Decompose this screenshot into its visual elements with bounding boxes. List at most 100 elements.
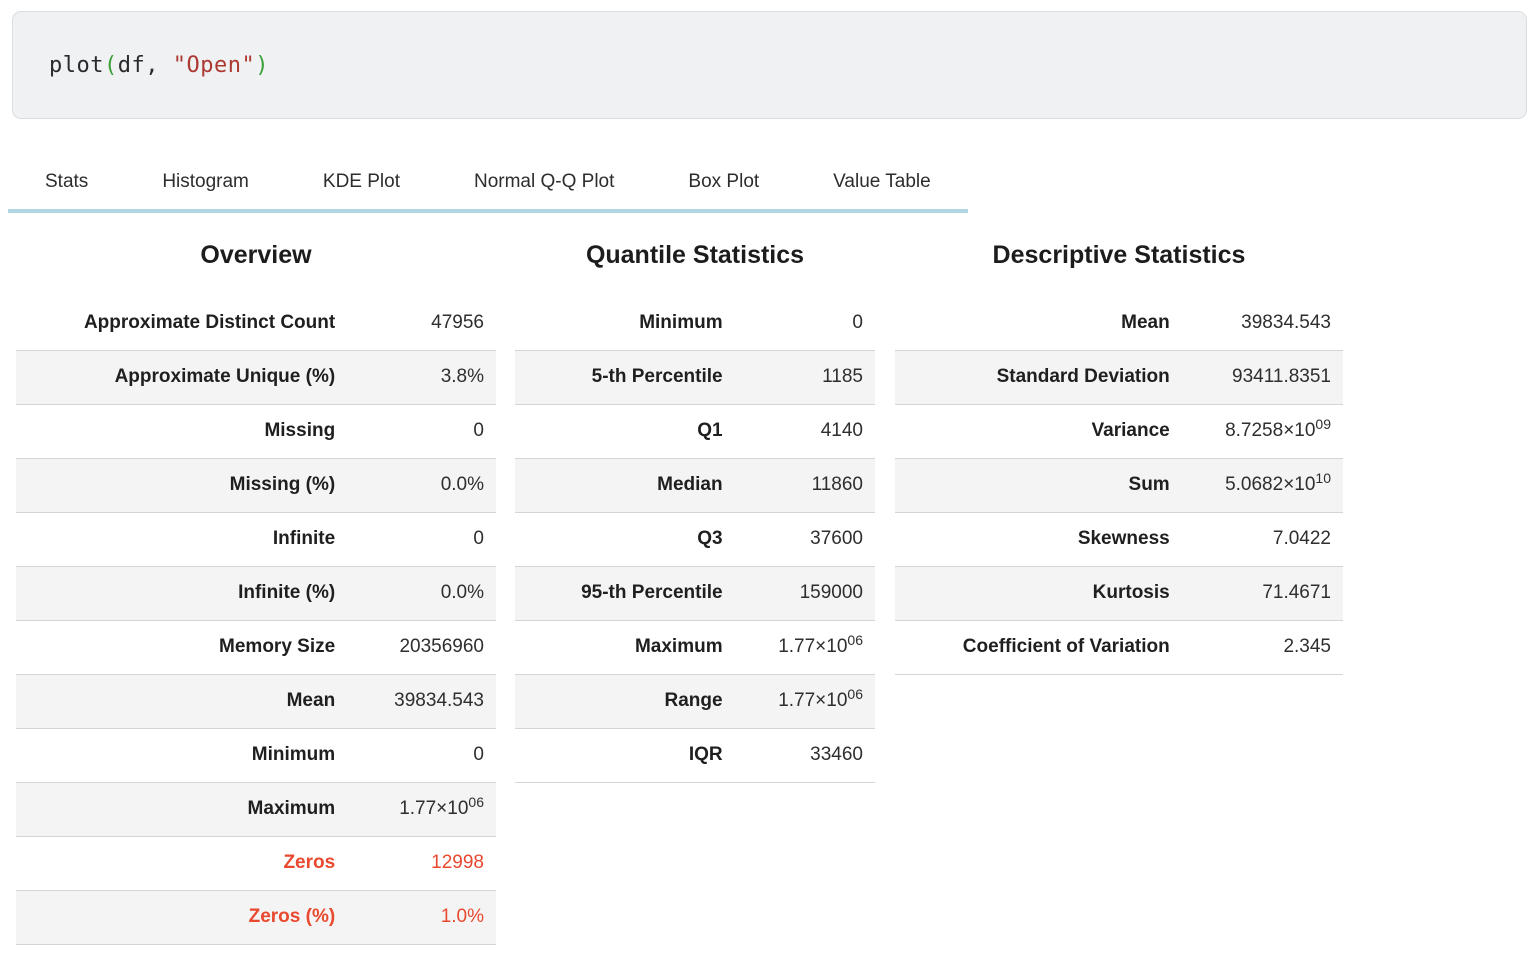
code-token-plain: df <box>117 52 146 78</box>
row-value: 159000 <box>734 565 875 620</box>
table-row: Coefficient of Variation 2.345 <box>895 619 1343 675</box>
row-label: Approximate Unique (%) <box>16 349 348 404</box>
column-title: Descriptive Statistics <box>992 241 1246 269</box>
row-value: 11860 <box>734 457 875 512</box>
table-row: Variance 8.7258×1009 <box>895 403 1343 458</box>
table-row: Mean 39834.543 <box>895 296 1343 350</box>
tab-stats[interactable]: Stats <box>45 171 89 192</box>
row-value: 1185 <box>734 349 875 404</box>
row-label: Memory Size <box>16 619 348 674</box>
row-label: Kurtosis <box>895 565 1182 620</box>
table-row: Minimum 0 <box>16 727 496 782</box>
row-value: 93411.8351 <box>1181 349 1343 404</box>
row-label: IQR <box>515 727 735 783</box>
stats-column: Overview Approximate Distinct Count 4795… <box>16 241 496 945</box>
row-value: 0 <box>852 311 863 333</box>
row-value: 0.0% <box>347 565 496 620</box>
table-row: Maximum 1.77×1006 <box>16 781 496 836</box>
table-row: Range 1.77×1006 <box>515 673 875 728</box>
table-row: Memory Size 20356960 <box>16 619 496 674</box>
row-label: Q1 <box>515 403 735 458</box>
tab-value-table[interactable]: Value Table <box>833 171 931 192</box>
row-label: 5-th Percentile <box>515 349 735 404</box>
row-label: Maximum <box>515 619 735 674</box>
table-row: Approximate Distinct Count 47956 <box>16 296 496 350</box>
table-row: Skewness 7.0422 <box>895 511 1343 566</box>
row-label: 95-th Percentile <box>515 565 735 620</box>
row-value: 5.0682×1010 <box>1181 457 1343 512</box>
tab-kde-plot[interactable]: KDE Plot <box>322 171 400 192</box>
table-row: Mean 39834.543 <box>16 673 496 728</box>
table-row: Missing 0 <box>16 403 496 458</box>
row-value: 39834.543 <box>347 673 496 728</box>
row-value: 1.77×1006 <box>347 781 496 836</box>
row-value: 37600 <box>734 511 875 566</box>
row-value: 0 <box>347 403 496 458</box>
row-value: 39834.543 <box>1241 311 1331 333</box>
table-row: Zeros 12998 <box>16 835 496 890</box>
row-label: Zeros (%) <box>16 889 348 945</box>
table-row: Infinite (%) 0.0% <box>16 565 496 620</box>
stats-table: Approximate Distinct Count 47956 Approxi… <box>16 296 496 945</box>
exponent: 09 <box>1315 416 1331 432</box>
row-label: Minimum <box>16 727 348 782</box>
row-value: 33460 <box>734 727 875 783</box>
table-row: Minimum 0 <box>515 296 875 350</box>
stats-content: Overview Approximate Distinct Count 4795… <box>16 241 1538 945</box>
column-title: Quantile Statistics <box>585 241 805 269</box>
code-token-plain: plot <box>49 52 104 78</box>
row-label: Approximate Distinct Count <box>83 311 336 333</box>
table-row: Kurtosis 71.4671 <box>895 565 1343 620</box>
row-label: Sum <box>895 457 1182 512</box>
table-row: Sum 5.0682×1010 <box>895 457 1343 512</box>
row-value: 1.0% <box>347 889 496 945</box>
tab-histogram[interactable]: Histogram <box>162 171 249 192</box>
row-value: 8.7258×1009 <box>1181 403 1343 458</box>
row-label: Standard Deviation <box>895 349 1182 404</box>
row-value: 47956 <box>431 311 484 333</box>
row-label: Maximum <box>16 781 348 836</box>
table-row: 95-th Percentile 159000 <box>515 565 875 620</box>
table-row: Zeros (%) 1.0% <box>16 889 496 945</box>
exponent: 06 <box>468 794 484 810</box>
row-label: Coefficient of Variation <box>895 619 1182 675</box>
row-label: Infinite <box>16 511 348 566</box>
code-token-paren: ) <box>255 52 269 78</box>
stats-table: Minimum 0 5-th Percentile 1185 Q1 4140 M… <box>515 296 875 783</box>
tab-box-plot[interactable]: Box Plot <box>688 171 760 192</box>
row-label: Q3 <box>515 511 735 566</box>
row-label: Mean <box>1121 311 1170 333</box>
exponent: 06 <box>847 632 863 648</box>
row-value: 71.4671 <box>1181 565 1343 620</box>
row-value: 1.77×1006 <box>734 619 875 674</box>
row-value: 20356960 <box>347 619 496 674</box>
stats-column: Descriptive Statistics Mean 39834.543 St… <box>895 241 1343 675</box>
row-value: 2.345 <box>1181 619 1343 675</box>
row-value: 1.77×1006 <box>734 673 875 728</box>
table-row: Approximate Unique (%) 3.8% <box>16 349 496 404</box>
table-row: Q1 4140 <box>515 403 875 458</box>
code-cell[interactable]: plot(df, "Open") <box>12 11 1527 119</box>
code-token-paren: ( <box>103 52 118 78</box>
row-label: Skewness <box>895 511 1182 566</box>
row-label: Zeros <box>16 835 348 890</box>
row-label: Range <box>515 673 735 728</box>
row-label: Variance <box>895 403 1182 458</box>
row-value: 0 <box>347 727 496 782</box>
row-value: 3.8% <box>347 349 496 404</box>
row-label: Mean <box>16 673 348 728</box>
table-row: Missing (%) 0.0% <box>16 457 496 512</box>
tab-normal-q-q-plot[interactable]: Normal Q-Q Plot <box>473 171 615 192</box>
row-value: 12998 <box>347 835 496 890</box>
row-label: Minimum <box>639 311 723 333</box>
row-value: 0.0% <box>347 457 496 512</box>
exponent: 10 <box>1315 470 1331 486</box>
table-row: Maximum 1.77×1006 <box>515 619 875 674</box>
row-label: Missing (%) <box>16 457 348 512</box>
table-row: 5-th Percentile 1185 <box>515 349 875 404</box>
table-row: IQR 33460 <box>515 727 875 783</box>
table-row: Infinite 0 <box>16 511 496 566</box>
table-row: Median 11860 <box>515 457 875 512</box>
code-line: plot(df, "Open") <box>49 53 269 78</box>
table-row: Q3 37600 <box>515 511 875 566</box>
